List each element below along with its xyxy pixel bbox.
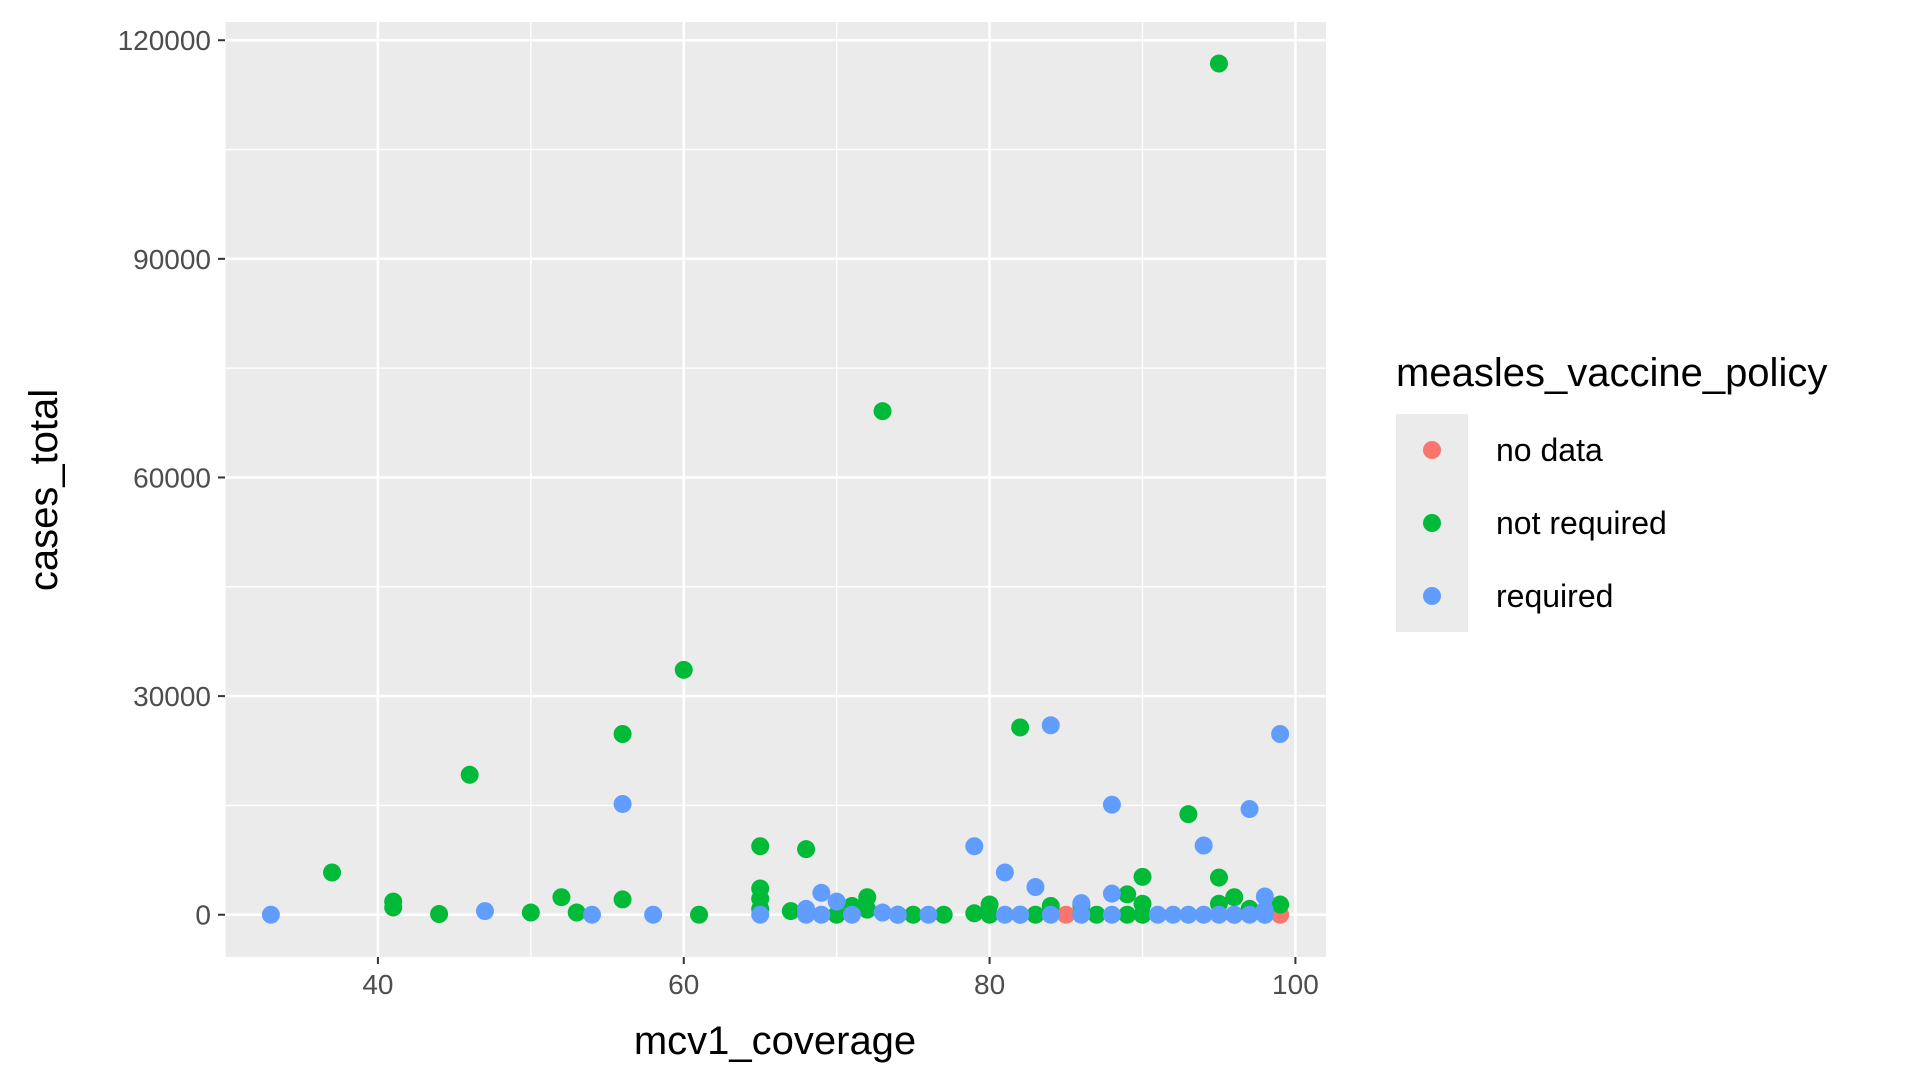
- data-point-not-required: [827, 905, 846, 924]
- data-point-required: [613, 794, 632, 813]
- data-point-required: [812, 905, 831, 924]
- data-point-not-required: [567, 903, 586, 922]
- x-tick-labels: 40 60 80 100: [362, 969, 1318, 1000]
- data-point-not-required: [613, 890, 632, 909]
- legend-label-required: required: [1496, 578, 1613, 614]
- data-point-required: [1194, 905, 1213, 924]
- data-point-required: [475, 902, 494, 921]
- data-point-required: [1072, 905, 1091, 924]
- data-point-not-required: [521, 903, 540, 922]
- data-point-required: [1041, 905, 1060, 924]
- data-point-not-required: [430, 905, 449, 924]
- data-point-required: [1255, 887, 1274, 906]
- legend-label-not-required: not required: [1496, 505, 1667, 541]
- minor-gridlines: [224, 22, 1326, 957]
- legend: measles_vaccine_policy no data not requir…: [1396, 351, 1827, 632]
- data-point-required: [827, 892, 846, 911]
- data-point-required: [751, 905, 770, 924]
- data-point-required: [1240, 800, 1259, 819]
- data-point-not-required: [1011, 718, 1030, 737]
- data-point-required: [1148, 905, 1167, 924]
- data-points: [261, 54, 1290, 924]
- data-point-required: [919, 905, 938, 924]
- data-point-not-required: [1209, 868, 1228, 887]
- data-point-required: [888, 905, 907, 924]
- data-point-required: [797, 905, 816, 924]
- data-point-required: [1179, 905, 1198, 924]
- data-point-required: [1209, 905, 1228, 924]
- legend-title: measles_vaccine_policy: [1396, 351, 1827, 395]
- data-point-not-required: [965, 904, 984, 923]
- data-point-required: [812, 883, 831, 902]
- panel-background: [225, 22, 1326, 957]
- data-point-required: [1011, 905, 1030, 924]
- legend-key-required: [1423, 587, 1441, 605]
- data-point-not-required: [613, 724, 632, 743]
- data-point-not-required: [384, 898, 403, 917]
- data-point-required: [583, 905, 601, 924]
- data-point-required: [1240, 905, 1259, 924]
- data-point-required: [1164, 905, 1183, 924]
- data-point-not-required: [1118, 905, 1137, 924]
- data-point-required: [1041, 716, 1060, 735]
- data-point-required: [1255, 905, 1274, 924]
- data-point-required: [1102, 795, 1121, 814]
- data-point-not-required: [1133, 905, 1152, 924]
- x-tick-label: 60: [668, 969, 699, 1000]
- data-point-not-required: [858, 888, 877, 907]
- y-tick-label: 120000: [118, 25, 211, 56]
- y-tick-labels: 0 30000 60000 90000 120000: [118, 25, 211, 931]
- data-point-not-required: [674, 660, 693, 679]
- data-point-required: [995, 863, 1014, 882]
- y-tick-label: 90000: [133, 244, 211, 275]
- data-point-required: [873, 903, 892, 922]
- x-axis-title: mcv1_coverage: [634, 1019, 916, 1063]
- data-point-not-required: [690, 905, 709, 924]
- data-point-not-required: [858, 900, 877, 919]
- data-point-not-required: [1179, 805, 1198, 824]
- legend-key-not-required: [1423, 514, 1441, 532]
- data-point-required: [842, 905, 861, 924]
- axis-ticks: [218, 39, 1297, 964]
- data-point-no-data: [1057, 905, 1076, 924]
- data-point-not-required: [1133, 867, 1152, 886]
- data-point-required: [1102, 905, 1121, 924]
- x-tick-label: 40: [362, 969, 393, 1000]
- data-point-not-required: [980, 905, 999, 924]
- data-point-required: [995, 905, 1014, 924]
- data-point-not-required: [460, 765, 479, 784]
- legend-key-no-data: [1423, 441, 1441, 459]
- legend-label-no-data: no data: [1496, 432, 1603, 468]
- data-point-required: [965, 837, 984, 856]
- data-point-not-required: [751, 837, 770, 856]
- data-point-not-required: [1026, 905, 1045, 924]
- data-point-required: [1026, 878, 1045, 897]
- y-tick-label: 0: [195, 900, 211, 931]
- data-point-required: [1271, 724, 1290, 743]
- data-point-required: [644, 905, 663, 924]
- data-point-not-required: [1225, 888, 1244, 907]
- x-tick-label: 100: [1272, 969, 1319, 1000]
- x-tick-label: 80: [974, 969, 1005, 1000]
- data-point-not-required: [1271, 895, 1290, 914]
- data-point-not-required: [323, 863, 342, 882]
- data-point-required: [1102, 884, 1121, 903]
- data-point-not-required: [552, 888, 571, 907]
- data-point-not-required: [934, 905, 953, 924]
- data-point-not-required: [1087, 905, 1106, 924]
- data-point-not-required: [781, 902, 800, 921]
- y-tick-label: 30000: [133, 681, 211, 712]
- data-point-required: [1225, 905, 1244, 924]
- data-point-not-required: [797, 840, 816, 859]
- data-point-not-required: [904, 905, 923, 924]
- data-point-not-required: [873, 402, 892, 421]
- data-point-not-required: [1209, 54, 1228, 73]
- data-point-required: [261, 905, 280, 924]
- legend-entries: no data not required required: [1423, 432, 1667, 614]
- y-axis-title: cases_total: [22, 389, 66, 591]
- data-point-not-required: [1118, 885, 1137, 904]
- data-point-required: [1194, 836, 1213, 855]
- y-tick-label: 60000: [133, 462, 211, 493]
